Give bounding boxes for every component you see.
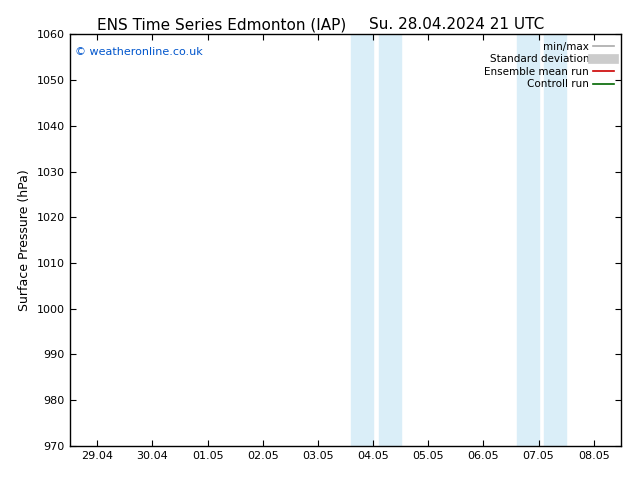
Legend: min/max, Standard deviation, Ensemble mean run, Controll run: min/max, Standard deviation, Ensemble me… (482, 40, 616, 92)
Y-axis label: Surface Pressure (hPa): Surface Pressure (hPa) (18, 169, 31, 311)
Text: Su. 28.04.2024 21 UTC: Su. 28.04.2024 21 UTC (369, 17, 544, 32)
Text: ENS Time Series Edmonton (IAP): ENS Time Series Edmonton (IAP) (97, 17, 347, 32)
Bar (544, 34, 566, 446)
Bar (517, 34, 538, 446)
Bar (378, 34, 401, 446)
Text: © weatheronline.co.uk: © weatheronline.co.uk (75, 47, 203, 57)
Bar (351, 34, 373, 446)
